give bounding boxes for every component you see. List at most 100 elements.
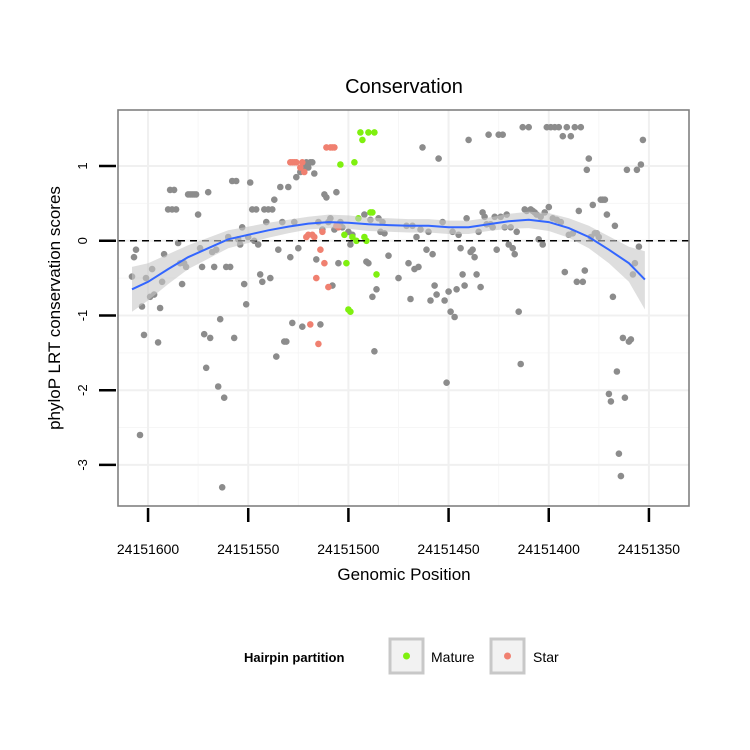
data-point-other bbox=[623, 166, 631, 174]
data-point-other bbox=[407, 295, 414, 303]
data-point-other bbox=[289, 319, 296, 327]
data-point-other bbox=[210, 263, 218, 271]
data-point-other bbox=[214, 383, 222, 390]
data-point-other bbox=[601, 196, 609, 203]
data-point-other bbox=[473, 271, 480, 278]
data-point-other bbox=[172, 206, 180, 213]
data-point-other bbox=[154, 339, 162, 346]
data-point-star bbox=[315, 340, 322, 348]
data-point-other bbox=[535, 236, 542, 243]
smooth-confidence-band bbox=[132, 211, 645, 312]
data-point-other bbox=[559, 132, 567, 140]
data-point-star bbox=[319, 228, 326, 236]
data-point-star bbox=[307, 321, 314, 328]
data-point-other bbox=[459, 271, 466, 278]
data-point-other bbox=[431, 282, 438, 289]
data-point-other bbox=[605, 390, 613, 398]
data-point-other bbox=[295, 244, 302, 252]
data-point-other bbox=[256, 271, 264, 278]
data-point-other bbox=[627, 336, 635, 343]
data-point-mature bbox=[351, 159, 358, 166]
data-point-other bbox=[323, 194, 330, 201]
data-point-star bbox=[313, 274, 320, 282]
panel-border bbox=[117, 109, 690, 507]
data-point-mature bbox=[347, 308, 354, 316]
data-point-other bbox=[555, 123, 563, 131]
data-point-other bbox=[232, 177, 240, 185]
data-point-other bbox=[373, 286, 380, 293]
y-tick-label: -1 bbox=[75, 310, 90, 322]
x-tick-label: 24151550 bbox=[217, 541, 280, 557]
x-axis-label: Genomic Position bbox=[337, 565, 470, 584]
y-tick-label: 1 bbox=[75, 162, 90, 169]
data-point-other bbox=[226, 263, 234, 271]
data-point-other bbox=[240, 280, 248, 288]
y-tick-label: -3 bbox=[75, 459, 90, 471]
data-point-other bbox=[617, 472, 625, 480]
data-point-other bbox=[465, 136, 472, 144]
data-point-mature bbox=[359, 136, 366, 144]
data-point-other bbox=[271, 196, 278, 203]
data-point-other bbox=[435, 155, 442, 162]
data-point-other bbox=[283, 338, 290, 345]
data-point-other bbox=[369, 293, 376, 301]
data-point-star bbox=[317, 246, 324, 253]
data-point-other bbox=[305, 164, 312, 171]
data-point-other bbox=[218, 484, 226, 491]
data-point-other bbox=[581, 267, 589, 274]
data-point-other bbox=[335, 259, 342, 267]
data-point-other bbox=[515, 308, 522, 316]
data-point-other bbox=[192, 191, 200, 198]
data-point-other bbox=[178, 280, 186, 288]
data-point-other bbox=[567, 132, 575, 140]
data-point-other bbox=[619, 334, 627, 342]
data-point-other bbox=[230, 334, 238, 342]
data-point-other bbox=[499, 131, 507, 138]
data-point-other bbox=[575, 207, 583, 215]
data-point-star bbox=[299, 159, 306, 166]
data-point-other bbox=[269, 206, 276, 213]
data-point-other bbox=[220, 394, 228, 402]
data-point-other bbox=[609, 293, 617, 301]
data-point-star bbox=[321, 259, 328, 267]
data-point-star bbox=[331, 144, 338, 151]
data-point-other bbox=[441, 297, 448, 304]
data-point-other bbox=[613, 368, 621, 375]
data-point-other bbox=[585, 155, 593, 162]
data-point-other bbox=[469, 246, 476, 253]
data-point-other bbox=[136, 431, 144, 439]
y-tick-label: 0 bbox=[75, 237, 90, 244]
y-tick-label: -2 bbox=[75, 384, 90, 396]
data-point-other bbox=[429, 250, 436, 258]
data-point-other bbox=[259, 278, 266, 286]
data-point-other bbox=[311, 170, 318, 177]
data-point-other bbox=[365, 259, 372, 267]
data-point-other bbox=[611, 222, 619, 230]
data-point-other bbox=[347, 241, 354, 248]
data-point-other bbox=[140, 331, 148, 339]
data-point-mature bbox=[363, 237, 370, 245]
data-point-other bbox=[216, 315, 224, 323]
data-point-other bbox=[427, 297, 434, 304]
data-point-other bbox=[299, 323, 306, 331]
data-point-other bbox=[485, 131, 492, 138]
data-point-other bbox=[519, 123, 526, 131]
data-point-other bbox=[423, 246, 430, 253]
data-point-star bbox=[325, 283, 332, 291]
data-point-mature bbox=[373, 271, 380, 278]
smooth-trend-line bbox=[131, 218, 646, 291]
data-point-other bbox=[579, 278, 587, 286]
data-point-other bbox=[130, 253, 138, 261]
data-point-other bbox=[395, 274, 402, 282]
data-point-other bbox=[405, 259, 412, 267]
data-point-other bbox=[589, 201, 597, 209]
data-point-other bbox=[447, 308, 454, 316]
data-point-other bbox=[242, 301, 250, 308]
data-point-mature bbox=[365, 129, 372, 136]
data-point-other bbox=[277, 183, 284, 191]
data-point-other bbox=[525, 123, 532, 131]
data-point-other bbox=[361, 211, 368, 218]
data-point-other bbox=[461, 282, 468, 289]
data-point-other bbox=[511, 250, 518, 258]
data-point-star bbox=[293, 159, 300, 166]
